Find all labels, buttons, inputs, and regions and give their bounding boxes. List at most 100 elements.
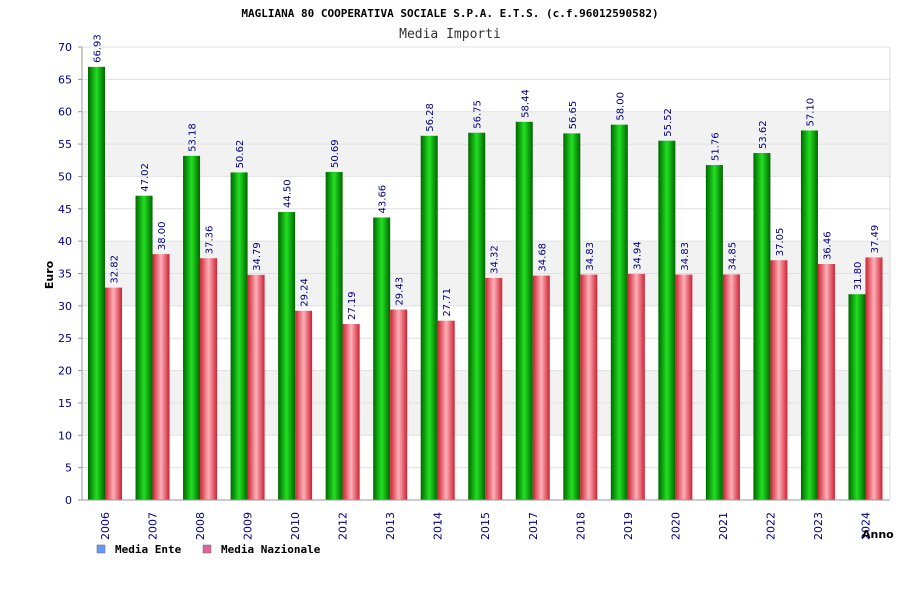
- data-label-media-nazionale-2014: 27.71: [442, 288, 453, 317]
- x-tick-label: 2024: [859, 512, 872, 540]
- chart-subtitle: Media Importi: [399, 27, 501, 42]
- bar-media-ente-2009: [230, 172, 248, 500]
- bar-media-ente-2023: [800, 130, 818, 500]
- data-label-media-ente-2014: 56.28: [425, 103, 436, 132]
- bar-media-nazionale-2009: [247, 274, 265, 500]
- data-label-media-ente-2009: 50.62: [235, 140, 246, 169]
- y-tick-label: 50: [58, 170, 72, 183]
- x-tick-label: 2015: [479, 512, 492, 540]
- data-label-media-ente-2023: 57.10: [805, 98, 816, 127]
- plot-band: [82, 111, 890, 145]
- data-label-media-nazionale-2017: 34.68: [537, 243, 548, 272]
- legend-label-media-ente: Media Ente: [115, 543, 182, 556]
- bar-media-nazionale-2015: [485, 277, 503, 500]
- bar-media-ente-2018: [563, 133, 581, 501]
- y-tick-label: 55: [58, 138, 72, 151]
- bar-media-nazionale-2012: [342, 324, 360, 500]
- data-label-media-nazionale-2023: 36.46: [822, 231, 833, 260]
- x-tick-label: 2007: [147, 512, 160, 540]
- data-label-media-nazionale-2012: 27.19: [347, 291, 358, 320]
- y-tick-label: 70: [58, 41, 72, 54]
- data-label-media-ente-2020: 55.52: [663, 108, 674, 137]
- data-label-media-nazionale-2022: 37.05: [775, 228, 786, 257]
- bar-media-nazionale-2008: [200, 258, 218, 500]
- y-tick-label: 10: [58, 429, 72, 442]
- bar-media-ente-2015: [468, 132, 486, 500]
- x-tick-label: 2008: [194, 512, 207, 540]
- y-tick-label: 5: [65, 462, 72, 475]
- legend-swatch-media-ente: [96, 544, 106, 554]
- y-tick-label: 60: [58, 106, 72, 119]
- data-label-media-nazionale-2010: 29.24: [300, 278, 311, 307]
- x-tick-label: 2013: [384, 512, 397, 540]
- bar-media-nazionale-2014: [437, 320, 455, 500]
- legend-label-media-nazionale: Media Nazionale: [221, 543, 321, 556]
- bar-media-nazionale-2021: [722, 274, 740, 500]
- legend-swatch-media-nazionale: [202, 544, 212, 554]
- bar-media-nazionale-2013: [390, 309, 408, 500]
- x-tick-label: 2021: [717, 512, 730, 540]
- x-tick-label: 2019: [622, 512, 635, 540]
- y-tick-label: 20: [58, 365, 72, 378]
- data-label-media-ente-2006: 66.93: [93, 34, 104, 63]
- bar-media-ente-2013: [373, 217, 391, 500]
- data-label-media-ente-2024: 31.80: [853, 262, 864, 291]
- y-tick-label: 25: [58, 332, 72, 345]
- x-tick-label: 2017: [527, 512, 540, 540]
- y-tick-label: 35: [58, 268, 72, 281]
- bar-media-ente-2008: [183, 155, 201, 500]
- bar-media-ente-2019: [610, 124, 628, 501]
- bar-media-ente-2007: [135, 195, 153, 500]
- x-tick-label: 2022: [764, 512, 777, 540]
- bar-media-ente-2020: [658, 140, 676, 500]
- data-label-media-ente-2021: 51.76: [710, 132, 721, 161]
- x-tick-label: 2009: [242, 512, 255, 540]
- bar-media-nazionale-2017: [532, 275, 550, 500]
- bar-media-nazionale-2022: [770, 260, 788, 500]
- data-label-media-nazionale-2008: 37.36: [205, 226, 216, 255]
- data-labels-group: 66.93 32.82 47.02 38.00 53.18 37.36 50.62 34.79…: [93, 34, 881, 320]
- bars-group: [88, 66, 883, 501]
- x-tick-label: 2018: [574, 512, 587, 540]
- plot-band: [82, 47, 890, 80]
- y-tick-label: 40: [58, 235, 72, 248]
- data-label-media-nazionale-2009: 34.79: [252, 242, 263, 271]
- x-tick-label: 2023: [812, 512, 825, 540]
- legend: Media Ente Media Nazionale: [96, 543, 321, 556]
- y-tick-label: 65: [58, 73, 72, 86]
- bar-media-ente-2021: [705, 165, 723, 500]
- data-label-media-ente-2015: 56.75: [473, 100, 484, 129]
- data-label-media-nazionale-2006: 32.82: [110, 255, 121, 284]
- data-label-media-ente-2018: 56.65: [568, 101, 579, 130]
- x-axis-title: Anno: [862, 528, 894, 541]
- bar-media-nazionale-2020: [675, 274, 693, 500]
- bar-media-nazionale-2007: [152, 254, 170, 500]
- bar-media-nazionale-2010: [295, 310, 313, 500]
- x-tick-label: 2020: [669, 512, 682, 540]
- data-label-media-ente-2022: 53.62: [758, 120, 769, 149]
- plot-band: [82, 79, 890, 112]
- axes-group: 0 5 10 15 20 25 30 35 40 45 50 55 60 65 70 2006 2007 2008…: [58, 41, 891, 540]
- bar-media-nazionale-2023: [817, 264, 835, 500]
- y-tick-label: 30: [58, 300, 72, 313]
- bar-media-nazionale-2024: [865, 257, 883, 500]
- x-tick-label: 2012: [337, 512, 350, 540]
- data-label-media-nazionale-2021: 34.85: [727, 242, 738, 271]
- data-label-media-nazionale-2007: 38.00: [157, 221, 168, 250]
- bar-media-nazionale-2018: [580, 274, 598, 500]
- bar-media-ente-2024: [848, 294, 866, 500]
- data-label-media-ente-2017: 58.44: [520, 89, 531, 118]
- x-tick-label: 2010: [289, 512, 302, 540]
- data-label-media-ente-2010: 44.50: [283, 179, 294, 208]
- y-tick-label: 0: [65, 494, 72, 507]
- data-label-media-nazionale-2018: 34.83: [585, 242, 596, 271]
- data-label-media-ente-2007: 47.02: [140, 163, 151, 192]
- bar-media-ente-2010: [278, 212, 296, 500]
- data-label-media-ente-2019: 58.00: [615, 92, 626, 121]
- bar-media-ente-2012: [325, 171, 343, 500]
- data-label-media-nazionale-2013: 29.43: [395, 277, 406, 306]
- bar-media-ente-2006: [88, 66, 105, 501]
- y-tick-label: 45: [58, 203, 72, 216]
- x-tick-label: 2006: [99, 512, 112, 540]
